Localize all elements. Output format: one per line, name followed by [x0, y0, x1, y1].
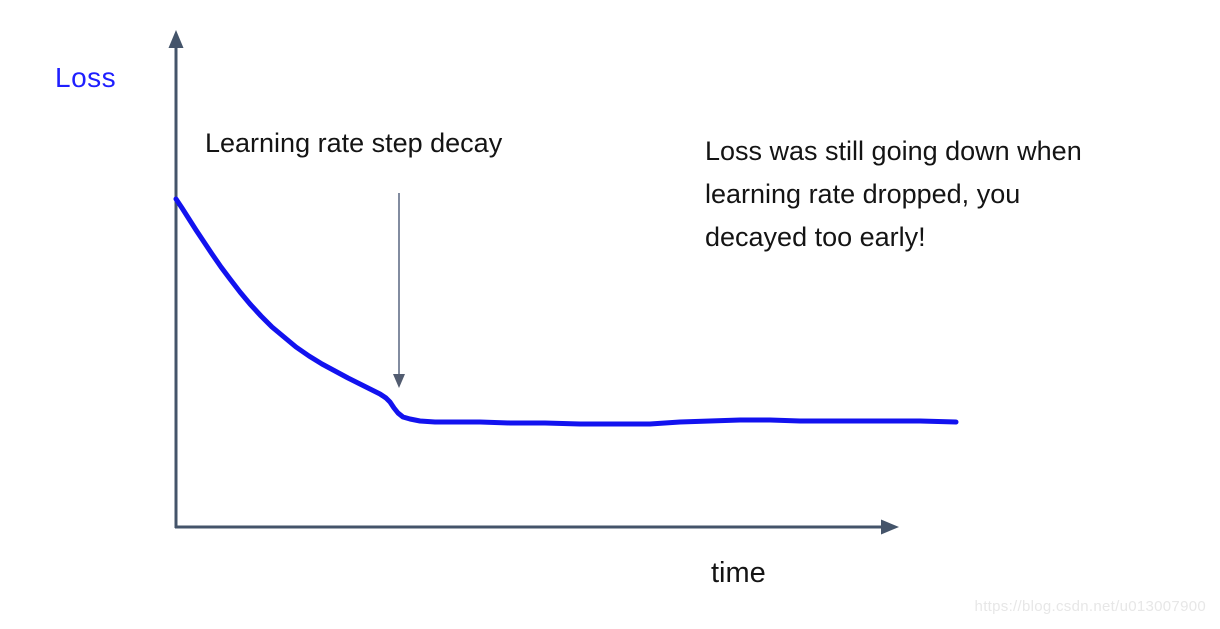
y-axis-label: Loss — [55, 62, 117, 93]
note-line-1: Loss was still going down when — [705, 136, 1082, 166]
loss-curve — [173, 196, 959, 427]
note-line-2: learning rate dropped, you — [705, 179, 1021, 209]
note-line-3: decayed too early! — [705, 222, 926, 252]
x-axis-label: time — [711, 557, 766, 589]
decay-annotation-label: Learning rate step decay — [205, 128, 503, 158]
note-text: Loss was still going down when learning … — [705, 130, 1082, 259]
watermark: https://blog.csdn.net/u013007900 — [974, 598, 1206, 615]
